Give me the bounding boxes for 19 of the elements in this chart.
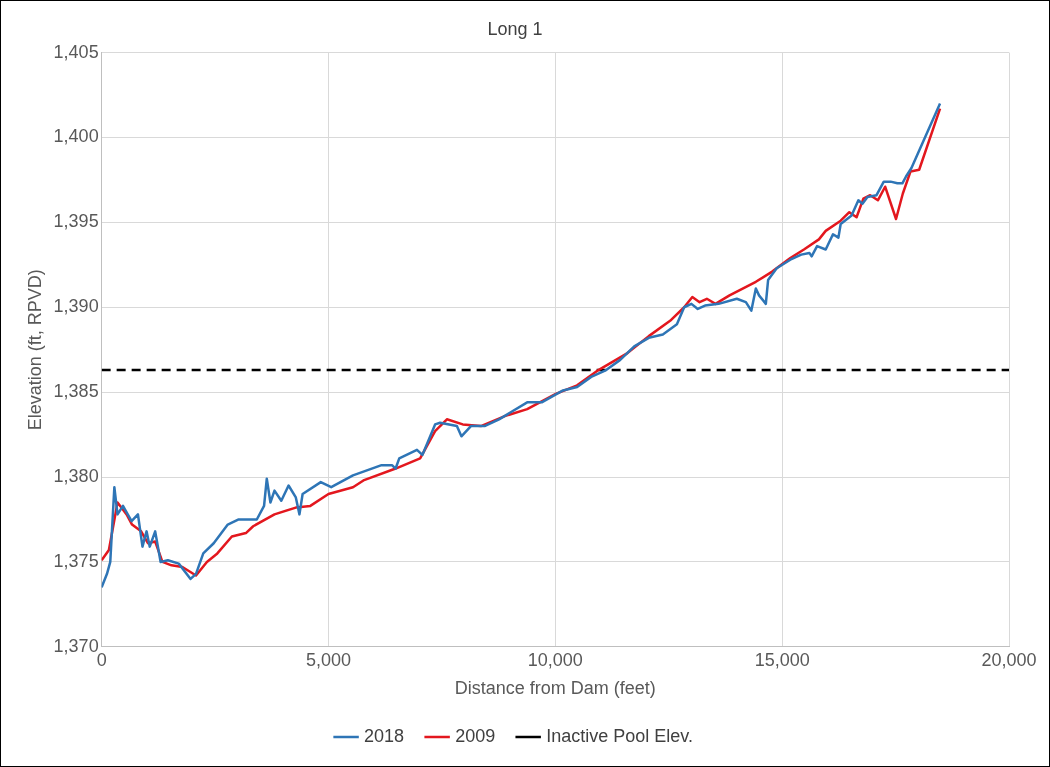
x-tick-label: 20,000: [981, 649, 1037, 670]
legend-label: 2009: [455, 725, 496, 746]
chart-title: Long 1: [487, 18, 543, 39]
x-axis-title: Distance from Dam (feet): [454, 678, 656, 699]
y-tick-label: 1,385: [53, 381, 99, 402]
y-tick-label: 1,370: [53, 635, 99, 656]
x-tick-label: 10,000: [527, 649, 583, 670]
y-axis-title: Elevation (ft, RPVD): [24, 269, 45, 431]
y-tick-label: 1,400: [53, 126, 99, 147]
x-tick-label: 5,000: [305, 649, 352, 670]
y-tick-label: 1,405: [53, 41, 99, 62]
x-tick-label: 15,000: [754, 649, 810, 670]
legend-label: 2018: [364, 725, 405, 746]
legend-label: Inactive Pool Elev.: [546, 725, 693, 746]
y-tick-label: 1,395: [53, 211, 99, 232]
y-tick-label: 1,390: [53, 296, 99, 317]
y-tick-label: 1,375: [53, 550, 99, 571]
x-tick-label: 0: [96, 649, 107, 670]
y-tick-label: 1,380: [53, 466, 99, 486]
